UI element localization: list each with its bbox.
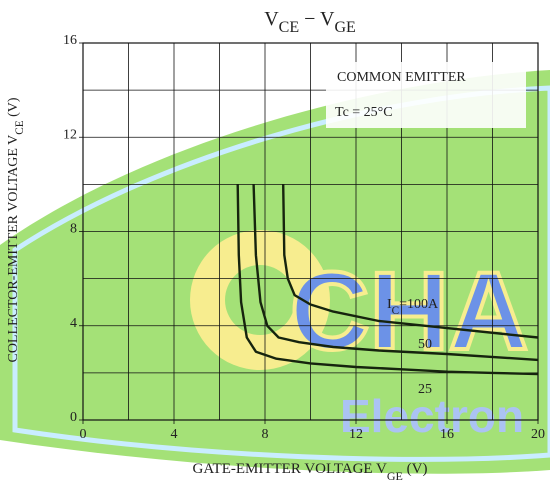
curve bbox=[252, 184, 539, 362]
subscript: CE bbox=[14, 120, 26, 134]
y-tick-label: 16 bbox=[63, 33, 77, 48]
subscript: GE bbox=[334, 19, 355, 36]
curve bbox=[282, 184, 539, 339]
x-tick-label: 8 bbox=[262, 427, 269, 442]
text-part: COLLECTOR-EMITTER VOLTAGE V bbox=[6, 135, 21, 363]
text-part: (V) bbox=[403, 461, 428, 477]
chart-title: VCE − VGE bbox=[264, 8, 356, 37]
annotation-box bbox=[326, 62, 526, 128]
annotation: COMMON EMITTER bbox=[337, 70, 466, 85]
y-axis-label: COLLECTOR-EMITTER VOLTAGE VCE (V) bbox=[6, 97, 25, 362]
x-tick-label: 0 bbox=[80, 427, 87, 442]
curve bbox=[236, 184, 539, 376]
text-part: − V bbox=[299, 8, 335, 30]
subscript: C bbox=[392, 305, 399, 317]
text-part: =100A bbox=[399, 297, 439, 312]
curve-label: 25 bbox=[418, 382, 432, 397]
watermark-text: Electron bbox=[340, 390, 524, 442]
x-tick-label: 12 bbox=[349, 427, 363, 442]
curve-label: 50 bbox=[418, 337, 432, 352]
subscript: CE bbox=[279, 19, 299, 36]
x-axis-label: GATE-EMITTER VOLTAGE VGE (V) bbox=[193, 461, 428, 482]
y-tick-label: 0 bbox=[70, 410, 77, 425]
text-part: GATE-EMITTER VOLTAGE V bbox=[193, 461, 388, 477]
y-tick-label: 12 bbox=[63, 127, 77, 142]
watermark-ring bbox=[12, 85, 550, 462]
text-part: (V) bbox=[6, 97, 21, 120]
x-tick-label: 16 bbox=[440, 427, 454, 442]
subscript: GE bbox=[387, 469, 403, 483]
text-part: 25 bbox=[418, 382, 432, 397]
text-part: 50 bbox=[418, 337, 432, 352]
y-tick-label: 8 bbox=[70, 222, 77, 237]
x-tick-label: 20 bbox=[531, 427, 545, 442]
annotation: Tc = 25°C bbox=[335, 105, 393, 120]
y-tick-label: 4 bbox=[70, 316, 77, 331]
x-tick-label: 4 bbox=[171, 427, 178, 442]
curve-label: IC=100A bbox=[387, 297, 439, 316]
text-part: I bbox=[387, 297, 392, 312]
text-part: V bbox=[264, 8, 279, 30]
